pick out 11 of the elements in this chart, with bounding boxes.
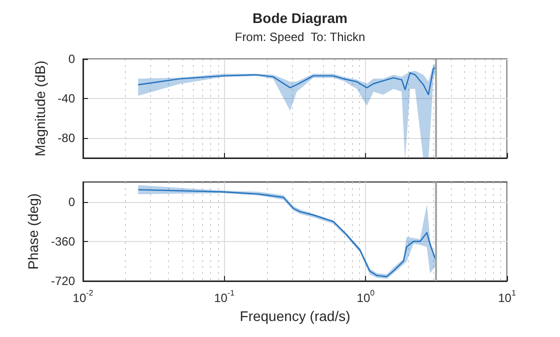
y-axis-title: Magnitude (dB)	[32, 60, 48, 156]
y-tick-label: -360	[50, 234, 76, 248]
chart-title: Bode Diagram	[252, 10, 348, 26]
y-tick-label: 0	[68, 194, 76, 209]
y-tick-label: 0	[68, 52, 76, 66]
x-axis-title: Frequency (rad/s)	[240, 308, 350, 324]
chart-subtitle: From: Speed To: Thickn	[234, 30, 366, 44]
y-tick-label: -40	[58, 92, 76, 106]
y-tick-label: -80	[58, 131, 76, 146]
y-axis-title: Phase (deg)	[25, 193, 42, 270]
y-tick-label: -720	[50, 274, 76, 288]
